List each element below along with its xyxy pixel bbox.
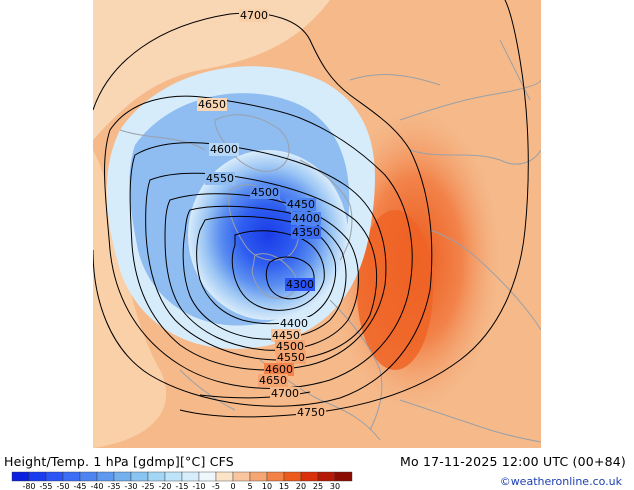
contour-label-4550: 4550	[206, 172, 234, 185]
contour-label-4650: 4650	[198, 98, 226, 111]
colorbar-tick-label: 15	[279, 482, 289, 490]
colorbar-tick-label: 20	[296, 482, 306, 490]
colorbar-swatch	[28, 471, 47, 482]
contour-label-4500: 4500	[251, 186, 279, 199]
colorbar-ticks: -80 -55 -50 -45 -40 -35 -30 -25 -20 -15 -10 -5 0 5 10 1…	[22, 482, 340, 490]
colorbar-tick-label: 0	[230, 482, 235, 490]
contour-4550	[145, 172, 378, 361]
colorbar-swatch	[113, 471, 132, 482]
colorbar-tick-label: -35	[107, 482, 120, 490]
colorbar-tick-label: 5	[247, 482, 252, 490]
colorbar-swatch	[215, 471, 234, 482]
colorbar-swatch	[266, 471, 285, 482]
map-footer: Height/Temp. 1 hPa [gdmp][°C] CFS Mo 17-…	[0, 448, 634, 490]
colorbar-swatch	[164, 471, 183, 482]
colorbar-swatch	[11, 471, 30, 482]
colorbar-swatch	[130, 471, 149, 482]
colorbar-swatch	[317, 471, 336, 482]
contour-label-4700-top: 4700	[240, 9, 268, 22]
weather-map: 4700 4650 4600 4550 4500 4450 4400 4350 …	[93, 0, 541, 448]
colorbar-swatch	[79, 471, 98, 482]
colorbar-tick-label: -80	[22, 482, 35, 490]
contour-label-4450: 4450	[287, 198, 315, 211]
contour-labels: 4700 4650 4600 4550 4500 4450 4400 4350 …	[197, 9, 326, 419]
contour-label-4750: 4750	[297, 406, 325, 419]
colorbar-tick-label: 10	[262, 482, 272, 490]
colorbar-swatch	[232, 471, 251, 482]
colorbar-tick-label: 25	[313, 482, 323, 490]
contour-label-4350: 4350	[292, 226, 320, 239]
colorbar-swatch	[181, 471, 200, 482]
colorbar-swatch	[300, 471, 319, 482]
colorbar-tick-label: -15	[175, 482, 188, 490]
contour-label-4400-south: 4400	[280, 317, 308, 330]
colorbar-swatch	[198, 471, 217, 482]
colorbar-swatch	[249, 471, 268, 482]
colorbar-tick-label: -20	[158, 482, 171, 490]
contour-label-4550-south: 4550	[277, 351, 305, 364]
warm-ridge-core	[357, 210, 433, 370]
contour-4650	[104, 95, 413, 389]
map-canvas: 4700 4650 4600 4550 4500 4450 4400 4350 …	[93, 0, 541, 448]
pale-zone-north	[93, 0, 330, 140]
contour-4700-south	[199, 391, 311, 399]
contour-label-4700-south: 4700	[271, 387, 299, 400]
colorbar-tick-label: -25	[141, 482, 154, 490]
colorbar-swatch	[334, 471, 353, 482]
colorbar-swatches	[11, 471, 353, 482]
contour-label-4600-south: 4600	[265, 363, 293, 376]
colorbar-swatch	[45, 471, 64, 482]
contour-4500	[164, 193, 359, 351]
cold-core	[188, 150, 348, 320]
colorbar-tick-label: -40	[90, 482, 103, 490]
valid-time: Mo 17-11-2025 12:00 UTC (00+84)	[399, 454, 626, 469]
colorbar-swatch	[62, 471, 81, 482]
colorbar-tick-label: -50	[56, 482, 69, 490]
colorbar: -80 -55 -50 -45 -40 -35 -30 -25 -20 -15 -10 -5 0 5 10 1…	[11, 471, 353, 490]
contour-label-4500-south: 4500	[276, 340, 304, 353]
colorbar-swatch	[96, 471, 115, 482]
colorbar-tick-label: -30	[124, 482, 137, 490]
colorbar-swatch	[283, 471, 302, 482]
contour-label-4650-south: 4650	[259, 374, 287, 387]
contour-label-4450-south: 4450	[272, 329, 300, 342]
colorbar-swatch	[147, 471, 166, 482]
chart-title: Height/Temp. 1 hPa [gdmp][°C] CFS	[4, 454, 234, 469]
contour-4600	[129, 142, 387, 371]
contour-label-4600: 4600	[210, 143, 238, 156]
contour-4300	[265, 256, 315, 300]
colorbar-tick-label: -55	[39, 482, 52, 490]
colorbar-tick-label: -45	[73, 482, 86, 490]
credit-link[interactable]: ©weatheronline.co.uk	[499, 475, 622, 488]
colorbar-tick-label: 30	[330, 482, 340, 490]
contour-label-4400: 4400	[292, 212, 320, 225]
colorbar-tick-label: -5	[212, 482, 220, 490]
contour-label-4300: 4300	[286, 278, 314, 291]
colorbar-tick-label: -10	[192, 482, 205, 490]
contour-4350	[231, 230, 325, 311]
